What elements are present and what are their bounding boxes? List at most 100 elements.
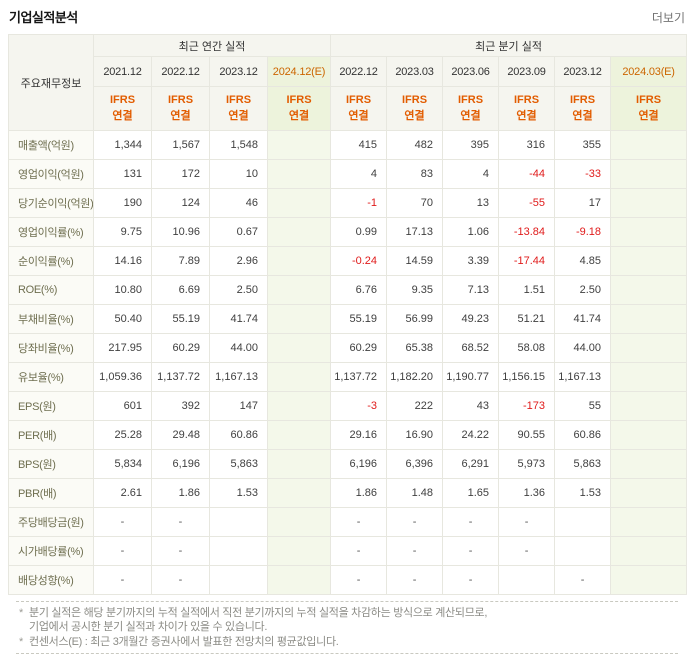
value-cell: 601 <box>93 391 152 421</box>
value-cell: 6.69 <box>151 275 210 305</box>
accounting-standard-header: IFRS 연결 <box>442 86 500 131</box>
panel-title: 기업실적분석 <box>9 10 78 25</box>
column-header-quarterly-2022.12: 2022.12 <box>330 56 388 87</box>
value-cell: - <box>93 536 152 566</box>
value-cell <box>610 391 688 421</box>
value-cell: 355 <box>554 130 612 160</box>
value-cell: 44.00 <box>554 333 612 363</box>
accounting-standard-header: IFRS 연결 <box>209 86 268 131</box>
value-cell: 70 <box>386 188 444 218</box>
value-cell: - <box>330 536 388 566</box>
value-cell: - <box>151 536 210 566</box>
footnote: 분기 실적은 해당 분기까지의 누적 실적에서 직전 분기까지의 누적 실적을 … <box>18 607 676 635</box>
value-cell: 29.48 <box>151 420 210 450</box>
table-row: 당기순이익(억원) 190 124 46 -1 70 13 -55 17 <box>8 188 688 218</box>
value-cell: 124 <box>151 188 210 218</box>
corner-header: 주요재무정보 <box>8 34 94 131</box>
value-cell <box>266 275 332 305</box>
value-cell: 1,137.72 <box>151 362 210 392</box>
accounting-standard-label: IFRS 연결 <box>458 93 484 122</box>
value-cell: 131 <box>93 159 152 189</box>
value-cell: 1,137.72 <box>330 362 388 392</box>
value-cell: 1.53 <box>209 478 268 508</box>
value-cell: 49.23 <box>442 304 500 334</box>
value-cell: 1.86 <box>151 478 210 508</box>
value-cell <box>266 478 332 508</box>
table-row: 순이익률(%) 14.16 7.89 2.96 -0.24 14.59 3.39 -17.44… <box>8 246 688 276</box>
value-cell <box>610 536 688 566</box>
value-cell: 4 <box>442 159 500 189</box>
value-cell: - <box>498 507 556 537</box>
value-cell: - <box>442 565 500 595</box>
value-cell <box>209 565 268 595</box>
accounting-standard-header: IFRS 연결 <box>151 86 210 131</box>
value-cell <box>266 217 332 247</box>
annual-section-header: 최근 연간 실적 <box>92 34 332 57</box>
value-cell: -55 <box>498 188 556 218</box>
table-row: ROE(%) 10.80 6.69 2.50 6.76 9.35 7.13 1.51 2.50 <box>8 275 688 305</box>
column-header-quarterly-2023.06: 2023.06 <box>442 56 500 87</box>
row-label: ROE(%) <box>8 275 94 305</box>
value-cell: 1.48 <box>386 478 444 508</box>
accounting-standard-label: IFRS 연결 <box>346 93 372 122</box>
financial-performance-table: 주요재무정보 최근 연간 실적 최근 분기 실적 2021.12 2022.12 2… <box>8 34 688 595</box>
value-cell: - <box>93 507 152 537</box>
column-header-quarterly-2023.03: 2023.03 <box>386 56 444 87</box>
value-cell <box>610 246 688 276</box>
value-cell: 44.00 <box>209 333 268 363</box>
value-cell <box>610 565 688 595</box>
footnotes: 분기 실적은 해당 분기까지의 누적 실적에서 직전 분기까지의 누적 실적을 … <box>16 601 678 654</box>
value-cell <box>610 362 688 392</box>
accounting-standard-label: IFRS 연결 <box>402 93 428 122</box>
table-row: 당좌비율(%) 217.95 60.29 44.00 60.29 65.38 68.52 58… <box>8 333 688 363</box>
value-cell: 46 <box>209 188 268 218</box>
value-cell <box>610 507 688 537</box>
value-cell: -3 <box>330 391 388 421</box>
row-label: 주당배당금(원) <box>8 507 94 537</box>
value-cell: 56.99 <box>386 304 444 334</box>
value-cell: 55.19 <box>151 304 210 334</box>
value-cell: 3.39 <box>442 246 500 276</box>
value-cell: - <box>151 565 210 595</box>
value-cell: 13 <box>442 188 500 218</box>
value-cell <box>554 507 612 537</box>
value-cell <box>266 304 332 334</box>
row-label: 매출액(억원) <box>8 130 94 160</box>
value-cell: 6,196 <box>330 449 388 479</box>
value-cell: 41.74 <box>554 304 612 334</box>
value-cell <box>498 565 556 595</box>
value-cell <box>209 536 268 566</box>
value-cell: 1,167.13 <box>554 362 612 392</box>
value-cell <box>610 159 688 189</box>
value-cell: 392 <box>151 391 210 421</box>
value-cell: - <box>151 507 210 537</box>
value-cell: 1.36 <box>498 478 556 508</box>
value-cell: 55 <box>554 391 612 421</box>
accounting-standard-label: IFRS 연결 <box>286 93 312 122</box>
value-cell <box>610 478 688 508</box>
quarterly-section-header: 최근 분기 실적 <box>330 34 688 57</box>
accounting-standard-header: IFRS 연결 <box>386 86 444 131</box>
value-cell <box>266 565 332 595</box>
value-cell: 6,196 <box>151 449 210 479</box>
value-cell: - <box>442 507 500 537</box>
row-label: 당기순이익(억원) <box>8 188 94 218</box>
value-cell: 1.53 <box>554 478 612 508</box>
accounting-standard-header: IFRS 연결 <box>330 86 388 131</box>
accounting-standard-label: IFRS 연결 <box>109 93 136 122</box>
value-cell <box>266 246 332 276</box>
value-cell: -44 <box>498 159 556 189</box>
value-cell: 1,059.36 <box>93 362 152 392</box>
value-cell: 2.50 <box>209 275 268 305</box>
value-cell: 6,396 <box>386 449 444 479</box>
value-cell: 6,291 <box>442 449 500 479</box>
value-cell: 5,863 <box>554 449 612 479</box>
value-cell: - <box>386 536 444 566</box>
more-link[interactable]: 더보기 <box>651 11 685 25</box>
value-cell: 1.86 <box>330 478 388 508</box>
value-cell: 25.28 <box>93 420 152 450</box>
value-cell: 4.85 <box>554 246 612 276</box>
value-cell: 6.76 <box>330 275 388 305</box>
value-cell <box>610 420 688 450</box>
accounting-standard-header: IFRS 연결 <box>610 86 688 131</box>
